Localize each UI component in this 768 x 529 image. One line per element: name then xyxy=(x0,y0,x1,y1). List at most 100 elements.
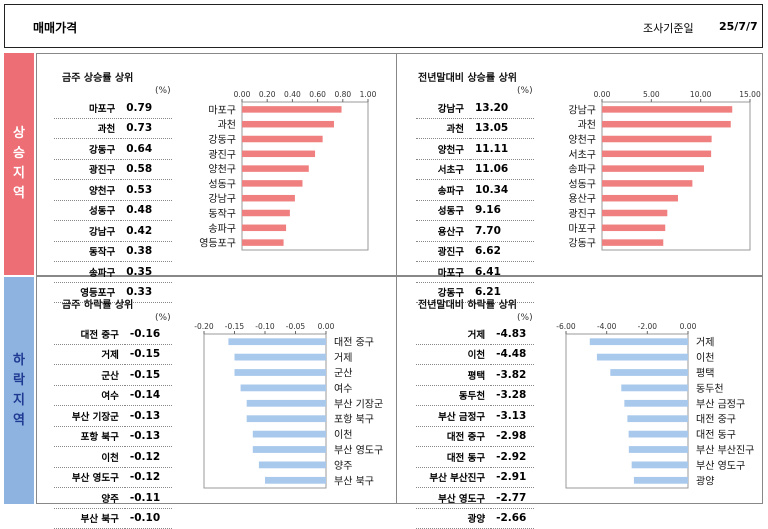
bar xyxy=(633,476,688,484)
tick-label: -0.20 xyxy=(194,322,214,331)
rate-value: -3.28 xyxy=(491,385,534,406)
bar xyxy=(627,415,688,423)
region-name: 부산 기장군 xyxy=(54,405,125,427)
rate-value: 0.58 xyxy=(121,159,172,180)
category-label: 영등포구 xyxy=(199,238,236,250)
table-row: 부산 영도구 -2.77 xyxy=(416,487,534,509)
panel-title: 전년말대비 하락률 상위 xyxy=(418,300,517,311)
bar xyxy=(252,446,326,453)
tick-label: 0.20 xyxy=(259,90,276,99)
region-name: 광진구 xyxy=(416,241,470,262)
rate-value: -3.82 xyxy=(491,364,534,386)
rate-value: -0.14 xyxy=(124,385,172,406)
region-name: 동작구 xyxy=(54,241,122,262)
region-name: 마포구 xyxy=(416,261,470,283)
bar xyxy=(234,369,326,376)
table-row: 부산 영도구 -0.12 xyxy=(54,467,172,488)
category-label: 부산 부산진구 xyxy=(696,445,754,457)
region-name: 이천 xyxy=(54,446,125,468)
tick-label: -4.00 xyxy=(597,322,617,331)
tick-label: 0.00 xyxy=(680,322,697,331)
bar xyxy=(240,384,326,392)
side-char: 상 xyxy=(13,126,25,141)
unit-label: (%) xyxy=(155,313,171,323)
rate-value: -0.12 xyxy=(124,467,172,488)
tick-label: -6.00 xyxy=(556,322,576,331)
rate-value: 6.21 xyxy=(469,282,534,303)
tick-label: 0.80 xyxy=(334,90,351,99)
bar xyxy=(624,399,688,407)
region-name: 대전 중구 xyxy=(54,324,125,345)
table-row: 성동구 0.48 xyxy=(54,200,172,221)
category-label: 마포구 xyxy=(208,104,236,116)
table-row: 대전 중구 -0.16 xyxy=(54,324,172,345)
bar xyxy=(252,430,326,438)
region-name: 광진구 xyxy=(54,159,122,180)
tick-label: 1.00 xyxy=(360,90,377,99)
tick-label: 0.00 xyxy=(594,90,611,99)
rate-value: -0.10 xyxy=(124,508,172,529)
category-label: 강남구 xyxy=(208,193,236,205)
falling-region-label: 하 락 지 역 xyxy=(4,277,34,504)
table-row: 강남구 0.42 xyxy=(54,220,172,242)
bar xyxy=(246,415,326,423)
table-row: 용산구 7.70 xyxy=(416,220,534,242)
rate-value: 0.33 xyxy=(121,282,172,303)
table-row: 대전 동구 -2.92 xyxy=(416,446,534,468)
region-name: 강남구 xyxy=(54,220,122,242)
table-row: 부산 기장군 -0.13 xyxy=(54,405,172,427)
bar xyxy=(246,399,326,407)
category-label: 부산 북구 xyxy=(334,475,374,487)
region-name: 평택 xyxy=(416,364,492,386)
rate-value: -0.15 xyxy=(124,364,172,386)
category-label: 대전 중구 xyxy=(696,414,736,426)
panel-title: 금주 상승률 상위 xyxy=(62,73,134,84)
bar xyxy=(265,476,326,484)
rate-value: -2.66 xyxy=(491,508,534,529)
bar-chart-yearly-up: 0.00 5.00 10.00 15.00 강남구과천양천구서초구송파구성동구용산구광진… xyxy=(568,90,761,251)
rate-value: -2.91 xyxy=(491,467,534,488)
side-char: 승 xyxy=(13,146,25,161)
side-char: 역 xyxy=(13,412,25,428)
region-name: 포항 북구 xyxy=(54,426,125,447)
rate-value: 6.62 xyxy=(469,241,534,262)
table-row: 군산 -0.15 xyxy=(54,364,172,386)
table-row: 서초구 11.06 xyxy=(416,159,534,180)
value-table: 거제 -4.83 이천 -4.48 평택 -3.82 동두천 -3.28 부산 금정구 -3.13… xyxy=(416,324,534,529)
bar xyxy=(602,120,731,128)
panel-title: 금주 하락률 상위 xyxy=(62,300,134,311)
table-row: 거제 -4.83 xyxy=(416,324,534,345)
bar xyxy=(258,461,326,469)
unit-label: (%) xyxy=(155,86,171,96)
region-name: 강남구 xyxy=(416,98,470,119)
category-label: 성동구 xyxy=(568,178,596,190)
category-label: 동작구 xyxy=(208,208,236,220)
category-label: 거제 xyxy=(334,352,352,364)
region-name: 거제 xyxy=(54,344,125,365)
category-label: 이천 xyxy=(696,352,714,364)
category-label: 강동구 xyxy=(208,134,236,146)
bar xyxy=(602,209,668,217)
category-label: 송파구 xyxy=(208,223,236,235)
table-row: 동작구 0.38 xyxy=(54,241,172,262)
rate-value: 0.48 xyxy=(121,200,172,221)
unit-label: (%) xyxy=(517,86,533,96)
bar xyxy=(628,430,688,438)
plot-frame xyxy=(565,333,689,489)
table-row: 부산 북구 -0.10 xyxy=(54,508,172,529)
tick-label: 0.00 xyxy=(318,322,335,331)
table-row: 부산 금정구 -3.13 xyxy=(416,405,534,427)
unit-label: (%) xyxy=(517,313,533,323)
side-char: 역 xyxy=(13,186,25,201)
bar xyxy=(234,353,326,361)
page-title: 매매가격 xyxy=(33,21,78,35)
category-label: 양천구 xyxy=(568,134,596,146)
rate-value: -4.48 xyxy=(491,344,534,365)
bar xyxy=(242,194,295,202)
table-row: 마포구 6.41 xyxy=(416,261,534,283)
bar xyxy=(589,338,688,346)
bar xyxy=(242,239,284,246)
table-row: 성동구 9.16 xyxy=(416,200,534,221)
category-label: 광진구 xyxy=(568,208,596,220)
rate-value: 0.79 xyxy=(121,98,172,119)
